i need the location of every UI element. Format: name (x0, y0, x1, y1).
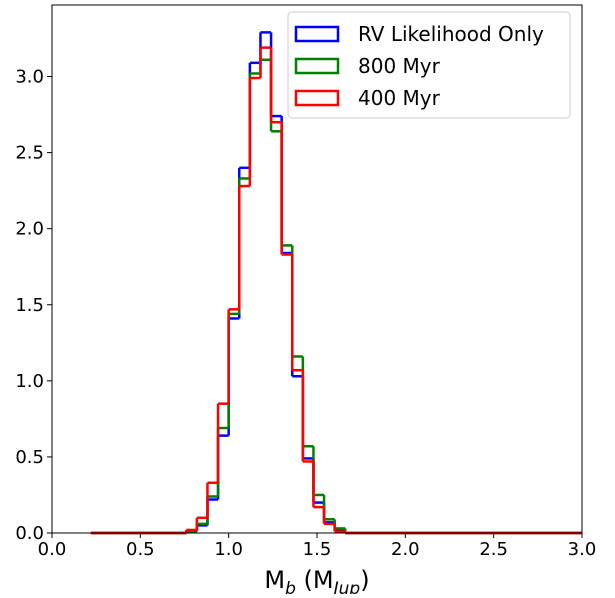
x-tick-label: 1.5 (303, 539, 332, 560)
y-tick-label: 0.5 (15, 447, 44, 468)
legend-box (287, 11, 571, 119)
legend-label: 800 Myr (358, 54, 441, 78)
legend-swatch (294, 57, 340, 75)
legend-label: 400 Myr (358, 86, 441, 110)
legend-label: RV Likelihood Only (358, 22, 544, 46)
y-tick-label: 2.0 (15, 219, 44, 240)
y-tick-label: 0.0 (15, 523, 44, 544)
x-tick-label: 0.0 (38, 539, 67, 560)
y-tick-label: 3.0 (15, 67, 44, 88)
plot-frame (51, 4, 583, 534)
y-tick-label: 1.5 (15, 295, 44, 316)
x-axis-label: Mb (MJup) (264, 566, 369, 594)
legend-swatch (294, 25, 340, 43)
legend-swatch (294, 89, 340, 107)
y-tick-label: 1.0 (15, 371, 44, 392)
x-tick-label: 2.5 (479, 539, 508, 560)
y-tick-label: 2.5 (15, 143, 44, 164)
x-tick-label: 1.0 (214, 539, 243, 560)
x-tick-label: 0.5 (126, 539, 155, 560)
x-tick-label: 2.0 (391, 539, 420, 560)
x-tick-label: 3.0 (568, 539, 597, 560)
